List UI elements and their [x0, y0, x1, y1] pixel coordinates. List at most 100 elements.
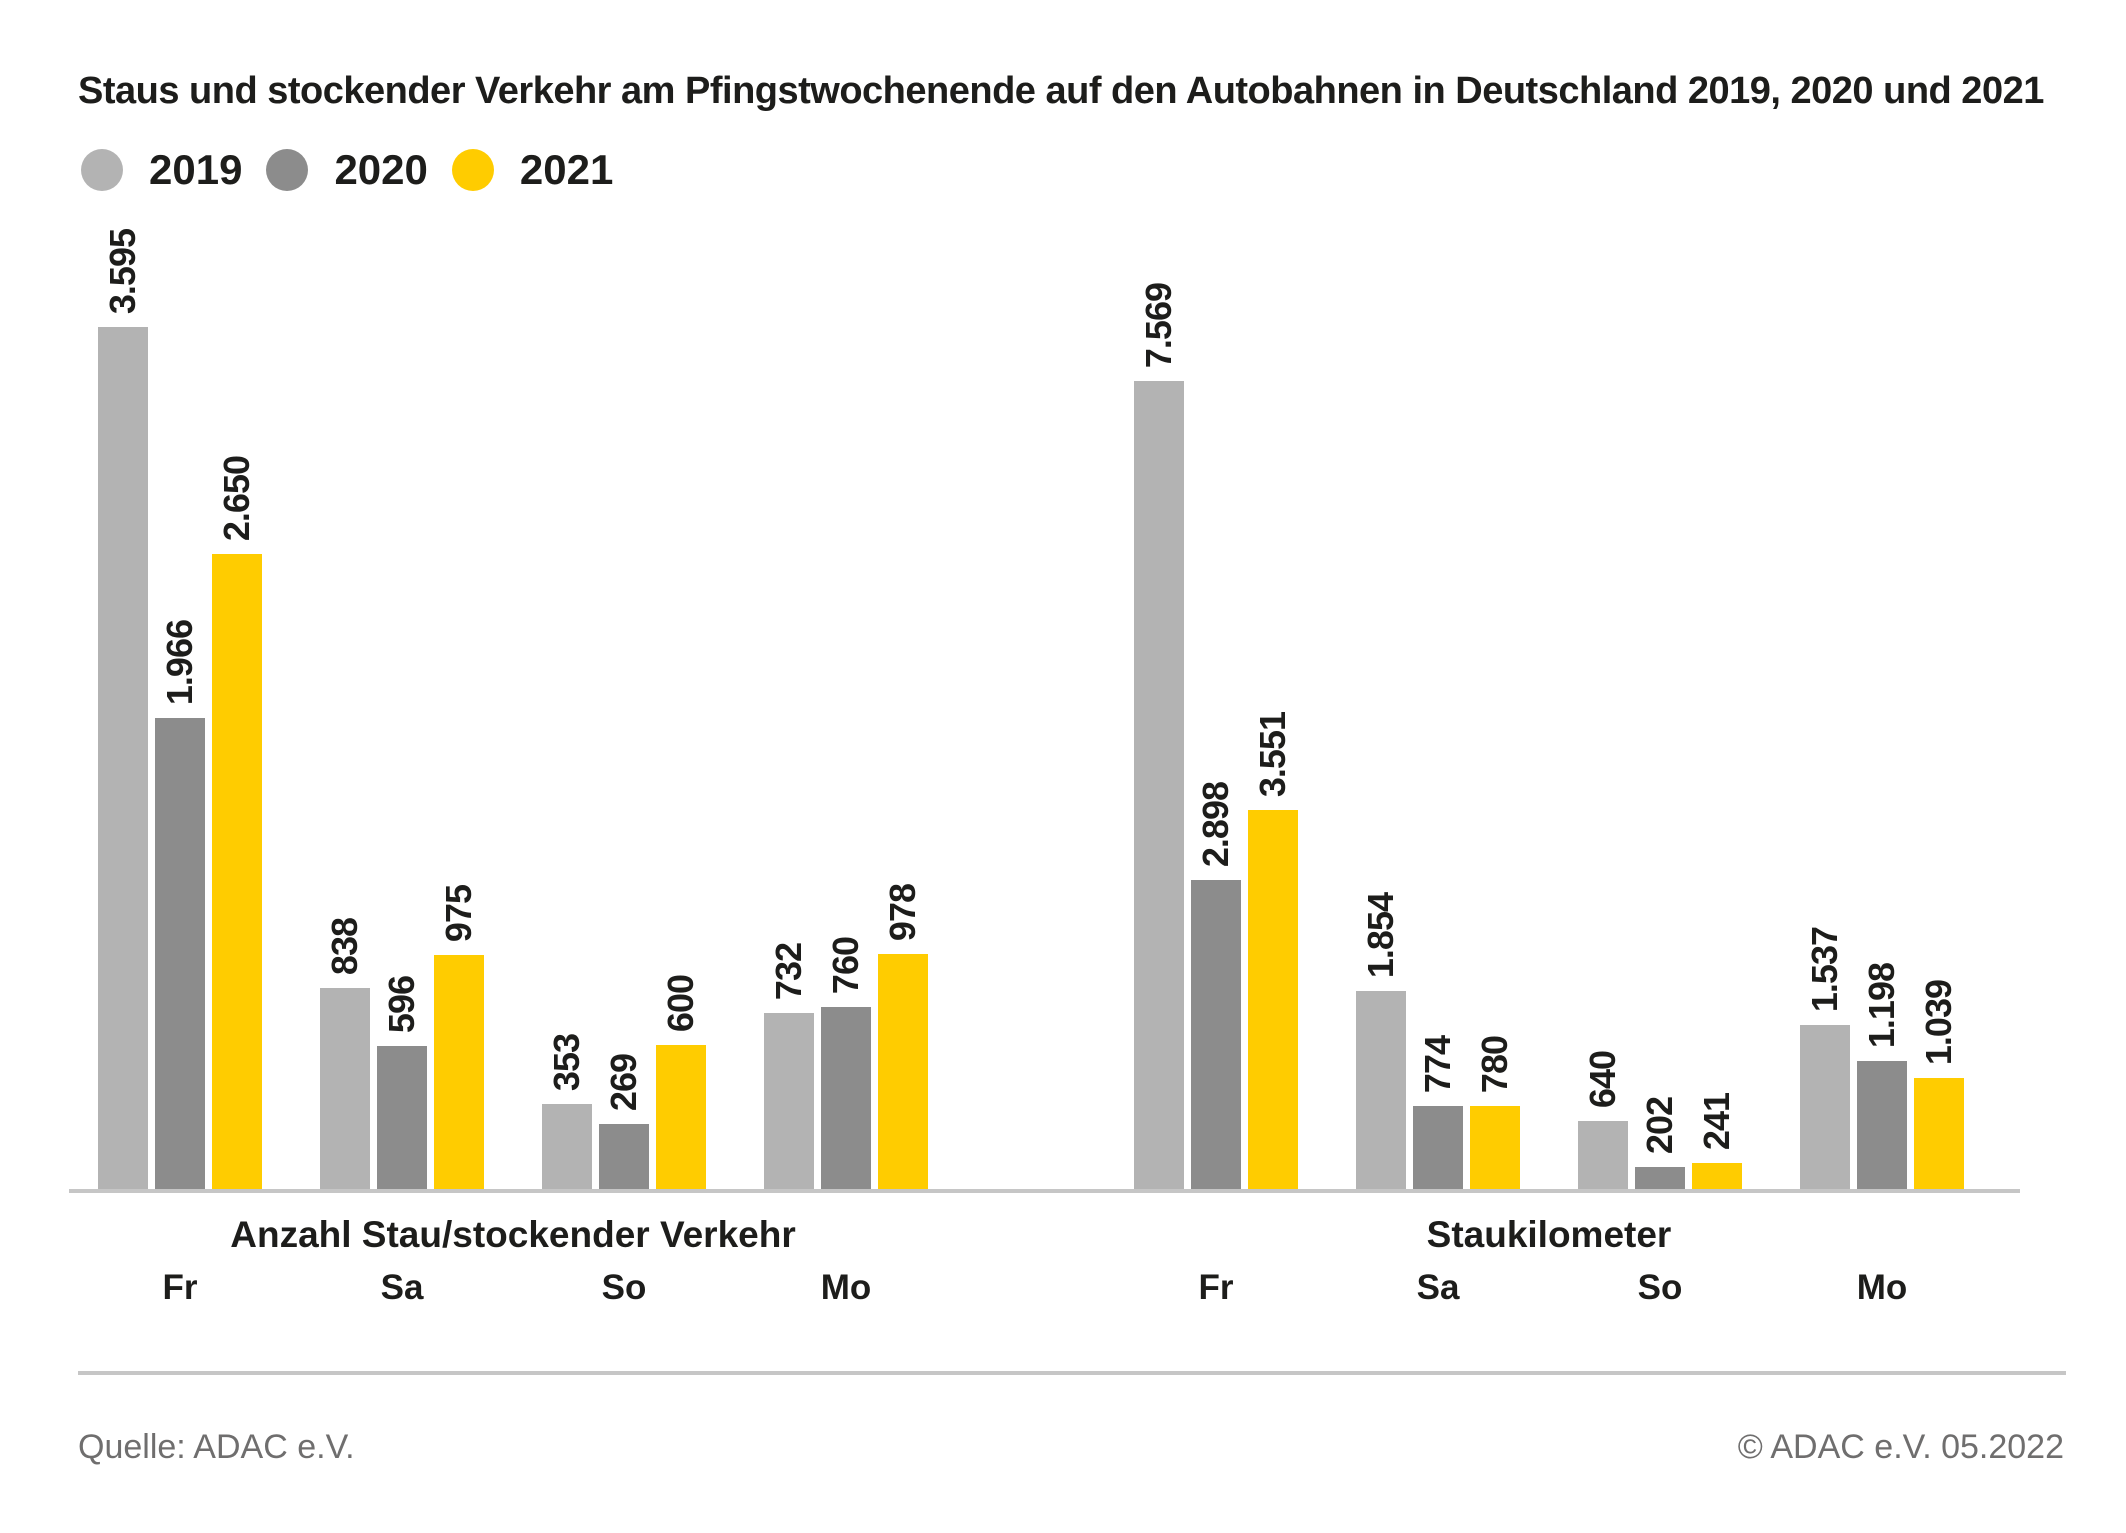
bar-cluster-fr: 7.569 2.898 3.551: [1134, 283, 1298, 1189]
bar-value-label: 2.650: [216, 455, 257, 541]
bar-value-label: 7.569: [1138, 282, 1179, 368]
bar-value-label: 1.039: [1918, 979, 1959, 1065]
bar-2020-fr: [1191, 880, 1241, 1189]
bar-slot: 1.039: [1914, 980, 1964, 1189]
bar-slot: 774: [1413, 1036, 1463, 1189]
bar-2019-mo: [764, 1013, 814, 1189]
bar-value-label: 353: [546, 1033, 587, 1091]
copyright-note: © ADAC e.V. 05.2022: [1737, 1428, 2064, 1466]
bar-2021-so: [656, 1045, 706, 1189]
bar-2020-sa: [377, 1046, 427, 1189]
bar-2021-sa: [1470, 1106, 1520, 1189]
legend-item-2019: 2019: [81, 146, 242, 194]
bar-slot: 780: [1470, 1036, 1520, 1189]
bar-cluster-fr: 3.595 1.966 2.650: [98, 229, 262, 1189]
legend-swatch-2021: [451, 149, 494, 191]
bar-2019-fr: [98, 327, 148, 1189]
bar-2021-mo: [1914, 1078, 1964, 1189]
bar-slot: 353: [542, 1034, 592, 1189]
bar-2020-so: [1635, 1167, 1685, 1189]
bar-value-label: 600: [660, 974, 701, 1032]
source-note: Quelle: ADAC e.V.: [78, 1428, 355, 1466]
bar-value-label: 269: [603, 1053, 644, 1111]
bar-slot: 1.966: [155, 620, 205, 1189]
bar-2021-mo: [878, 954, 928, 1189]
bar-cluster-sa: 1.854 774 780: [1356, 893, 1520, 1189]
bar-slot: 241: [1692, 1093, 1742, 1189]
bar-value-label: 1.537: [1804, 926, 1845, 1012]
day-label-sa: Sa: [380, 1268, 424, 1307]
bar-value-label: 241: [1696, 1092, 1737, 1150]
bar-slot: 760: [821, 937, 871, 1189]
bar-2021-fr: [1248, 810, 1298, 1189]
group-title-staukilometer: Staukilometer: [1426, 1214, 1672, 1255]
bar-value-label: 1.198: [1861, 962, 1902, 1048]
legend-label-2020: 2020: [334, 146, 428, 193]
bar-2019-sa: [1356, 991, 1406, 1189]
day-label-mo: Mo: [820, 1268, 872, 1307]
bar-value-label: 978: [882, 883, 923, 941]
bar-group-staukilometer: 7.569 2.898 3.551 1.854 774 780 640 202 241 1.537…: [1134, 283, 1964, 1189]
day-labels-staukilometer: Fr Sa So Mo: [1134, 1268, 1964, 1308]
bar-slot: 3.551: [1248, 712, 1298, 1189]
bar-value-label: 3.595: [102, 228, 143, 314]
bar-slot: 269: [599, 1054, 649, 1189]
bar-group-anzahl: 3.595 1.966 2.650 838 596 975 353 269 600 732 760 9…: [98, 229, 928, 1189]
bar-value-label: 838: [324, 917, 365, 975]
bar-slot: 2.898: [1191, 782, 1241, 1189]
bar-slot: 975: [434, 885, 484, 1189]
bar-slot: 2.650: [212, 456, 262, 1189]
bar-2020-mo: [1857, 1061, 1907, 1189]
bar-cluster-so: 640 202 241: [1578, 1051, 1742, 1189]
bar-value-label: 975: [438, 884, 479, 942]
bar-cluster-so: 353 269 600: [542, 975, 706, 1189]
bar-cluster-mo: 732 760 978: [764, 884, 928, 1189]
bar-2019-so: [542, 1104, 592, 1189]
chart-title: Staus und stockender Verkehr am Pfingstw…: [78, 70, 2044, 112]
bar-slot: 7.569: [1134, 283, 1184, 1189]
bar-slot: 732: [764, 943, 814, 1189]
bar-2019-mo: [1800, 1025, 1850, 1189]
footer-divider: [78, 1371, 2066, 1375]
bar-value-label: 1.966: [159, 619, 200, 705]
bar-2019-so: [1578, 1121, 1628, 1189]
group-title-anzahl: Anzahl Stau/stockender Verkehr: [230, 1214, 796, 1255]
bar-2021-sa: [434, 955, 484, 1189]
bar-slot: 600: [656, 975, 706, 1189]
bar-value-label: 780: [1474, 1035, 1515, 1093]
legend: 2019 2020 2021: [81, 146, 613, 194]
bar-slot: 202: [1635, 1097, 1685, 1189]
bar-cluster-sa: 838 596 975: [320, 885, 484, 1189]
day-label-fr: Fr: [162, 1268, 198, 1307]
day-label-mo: Mo: [1856, 1268, 1908, 1307]
bar-value-label: 774: [1417, 1035, 1458, 1093]
bar-value-label: 3.551: [1252, 711, 1293, 797]
bar-slot: 596: [377, 976, 427, 1189]
bar-cluster-mo: 1.537 1.198 1.039: [1800, 927, 1964, 1189]
bar-2019-sa: [320, 988, 370, 1189]
bar-value-label: 2.898: [1195, 781, 1236, 867]
bar-slot: 1.537: [1800, 927, 1850, 1189]
legend-label-2021: 2021: [519, 146, 614, 193]
day-label-so: So: [1637, 1268, 1683, 1307]
bar-slot: 1.854: [1356, 893, 1406, 1189]
bar-value-label: 202: [1639, 1096, 1680, 1154]
legend-item-2020: 2020: [266, 146, 428, 194]
day-labels-anzahl: Fr Sa So Mo: [98, 1268, 928, 1308]
bar-slot: 838: [320, 918, 370, 1189]
legend-swatch-2019: [81, 149, 123, 191]
bar-slot: 1.198: [1857, 963, 1907, 1189]
bar-value-label: 596: [381, 975, 422, 1033]
bar-value-label: 760: [825, 936, 866, 994]
legend-swatch-2020: [266, 149, 309, 191]
x-axis-line: [69, 1189, 2020, 1193]
bar-slot: 978: [878, 884, 928, 1189]
bar-slot: 3.595: [98, 229, 148, 1189]
bar-2021-so: [1692, 1163, 1742, 1189]
legend-label-2019: 2019: [149, 146, 243, 193]
legend-item-2021: 2021: [451, 146, 614, 194]
bar-2019-fr: [1134, 381, 1184, 1189]
bar-2020-so: [599, 1124, 649, 1189]
bar-value-label: 1.854: [1360, 892, 1401, 978]
bar-2020-sa: [1413, 1106, 1463, 1189]
